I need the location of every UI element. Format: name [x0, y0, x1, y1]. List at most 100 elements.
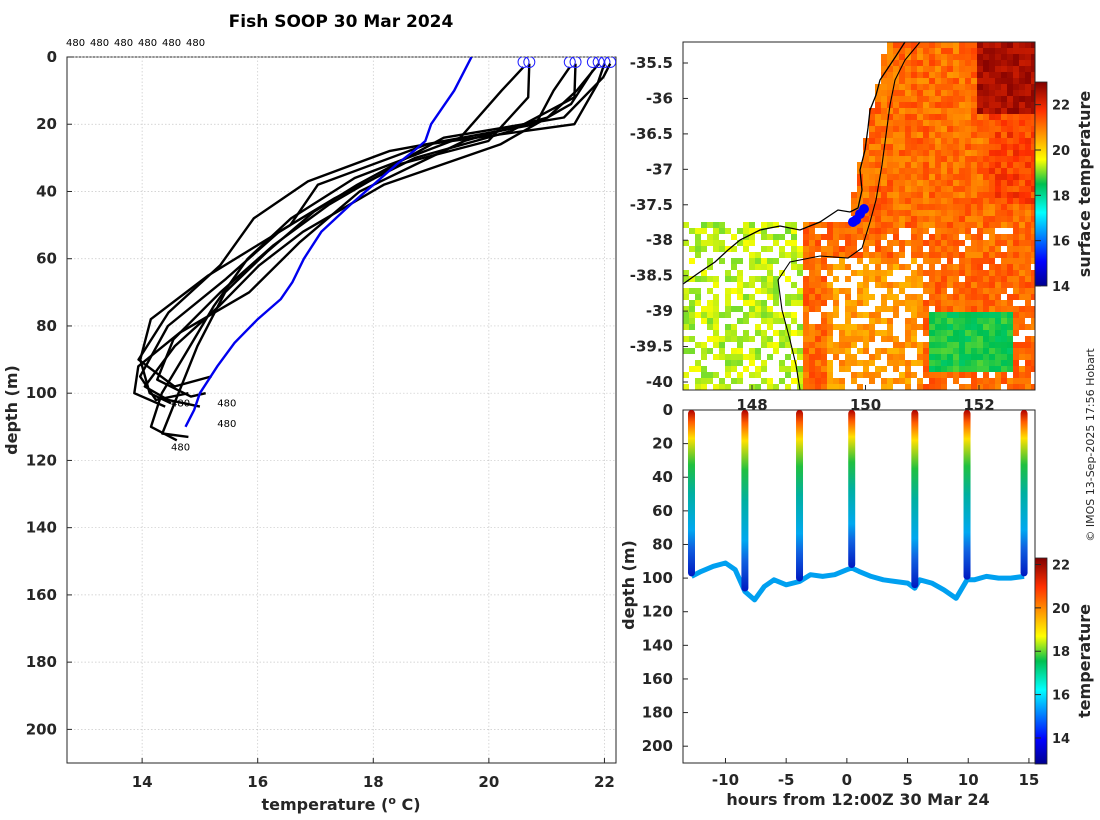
sst-cell	[965, 108, 971, 114]
sst-cell	[1001, 78, 1007, 84]
sst-cell	[713, 234, 719, 240]
sst-cell	[923, 150, 929, 156]
sst-cell	[809, 384, 815, 390]
sst-cell	[827, 336, 833, 342]
surface-marker	[517, 57, 530, 69]
ytick-label: 160	[26, 586, 57, 604]
sst-cell	[995, 168, 1001, 174]
sst-cell	[887, 330, 893, 336]
sst-cell	[815, 264, 821, 270]
sst-cell	[875, 318, 881, 324]
sst-cell	[893, 174, 899, 180]
sst-cell	[1001, 72, 1007, 78]
sst-cell	[863, 192, 869, 198]
sst-cell	[869, 204, 875, 210]
sst-cell	[815, 246, 821, 252]
sst-cell	[755, 300, 761, 306]
section-colorbar-label: temperature	[1075, 604, 1094, 718]
sst-cell	[965, 318, 971, 324]
sst-cell	[923, 252, 929, 258]
sst-cell	[917, 102, 923, 108]
sst-cell	[689, 318, 695, 324]
section-ytick-label: 180	[642, 704, 673, 722]
sst-cell	[779, 270, 785, 276]
sst-cell	[1019, 372, 1025, 378]
sst-cell	[707, 306, 713, 312]
sst-cell	[707, 324, 713, 330]
sst-cell	[989, 234, 995, 240]
sst-cell	[863, 330, 869, 336]
sst-cell	[737, 228, 743, 234]
sst-cell	[905, 294, 911, 300]
sst-cell	[1019, 108, 1025, 114]
sst-cell	[1031, 156, 1035, 162]
sst-cell	[797, 246, 803, 252]
sst-cell	[893, 42, 899, 48]
sst-cell	[803, 306, 809, 312]
sst-cell	[1007, 360, 1013, 366]
sst-cell	[977, 162, 983, 168]
sst-cell	[923, 288, 929, 294]
sst-cell	[701, 378, 707, 384]
sst-cell	[1031, 318, 1035, 324]
sst-cell	[977, 90, 983, 96]
sst-cell	[899, 210, 905, 216]
sst-cell	[965, 132, 971, 138]
sst-cell	[959, 318, 965, 324]
sst-cell	[863, 156, 869, 162]
sst-cell	[1025, 72, 1031, 78]
sst-cell	[1025, 276, 1031, 282]
sst-cell	[887, 354, 893, 360]
sst-cell	[995, 354, 1001, 360]
sst-cell	[965, 252, 971, 258]
sst-cell	[845, 288, 851, 294]
map-cb-tick-label: 16	[1052, 235, 1070, 250]
sst-cell	[773, 258, 779, 264]
sst-cell	[941, 366, 947, 372]
sst-cell	[881, 282, 887, 288]
sst-cell	[977, 354, 983, 360]
sst-cell	[875, 252, 881, 258]
sst-cell	[917, 168, 923, 174]
sst-cell	[893, 66, 899, 72]
sst-cell	[857, 228, 863, 234]
top-label: 480	[186, 38, 205, 49]
sst-cell	[1001, 60, 1007, 66]
sst-cell	[839, 360, 845, 366]
sst-cell	[989, 168, 995, 174]
sst-cell	[1031, 384, 1035, 390]
top-label: 480	[90, 38, 109, 49]
sst-cell	[749, 252, 755, 258]
sst-cell	[869, 228, 875, 234]
map-cb-tick-label: 20	[1052, 144, 1070, 159]
sst-cell	[809, 306, 815, 312]
sst-cell	[827, 342, 833, 348]
sst-cell	[875, 276, 881, 282]
sst-cell	[899, 54, 905, 60]
sst-cell	[875, 264, 881, 270]
sst-cell	[995, 156, 1001, 162]
sst-cell	[845, 354, 851, 360]
sst-cell	[953, 240, 959, 246]
sst-cell	[1031, 102, 1035, 108]
sst-cell	[917, 132, 923, 138]
sst-cell	[905, 96, 911, 102]
sst-cell	[917, 48, 923, 54]
sst-cell	[935, 138, 941, 144]
sst-cell	[1013, 228, 1019, 234]
sst-cell	[1031, 270, 1035, 276]
sst-cell	[935, 294, 941, 300]
profile-cast-7	[161, 63, 612, 439]
sst-cell	[911, 276, 917, 282]
sst-cell	[725, 384, 731, 390]
sst-cell	[929, 252, 935, 258]
sst-cell	[899, 84, 905, 90]
sst-cell	[863, 366, 869, 372]
sst-cell	[875, 372, 881, 378]
sst-cell	[887, 270, 893, 276]
sst-cell	[983, 198, 989, 204]
sst-cell	[1031, 288, 1035, 294]
sst-cell	[767, 276, 773, 282]
sst-cell	[1025, 54, 1031, 60]
sst-cell	[767, 246, 773, 252]
